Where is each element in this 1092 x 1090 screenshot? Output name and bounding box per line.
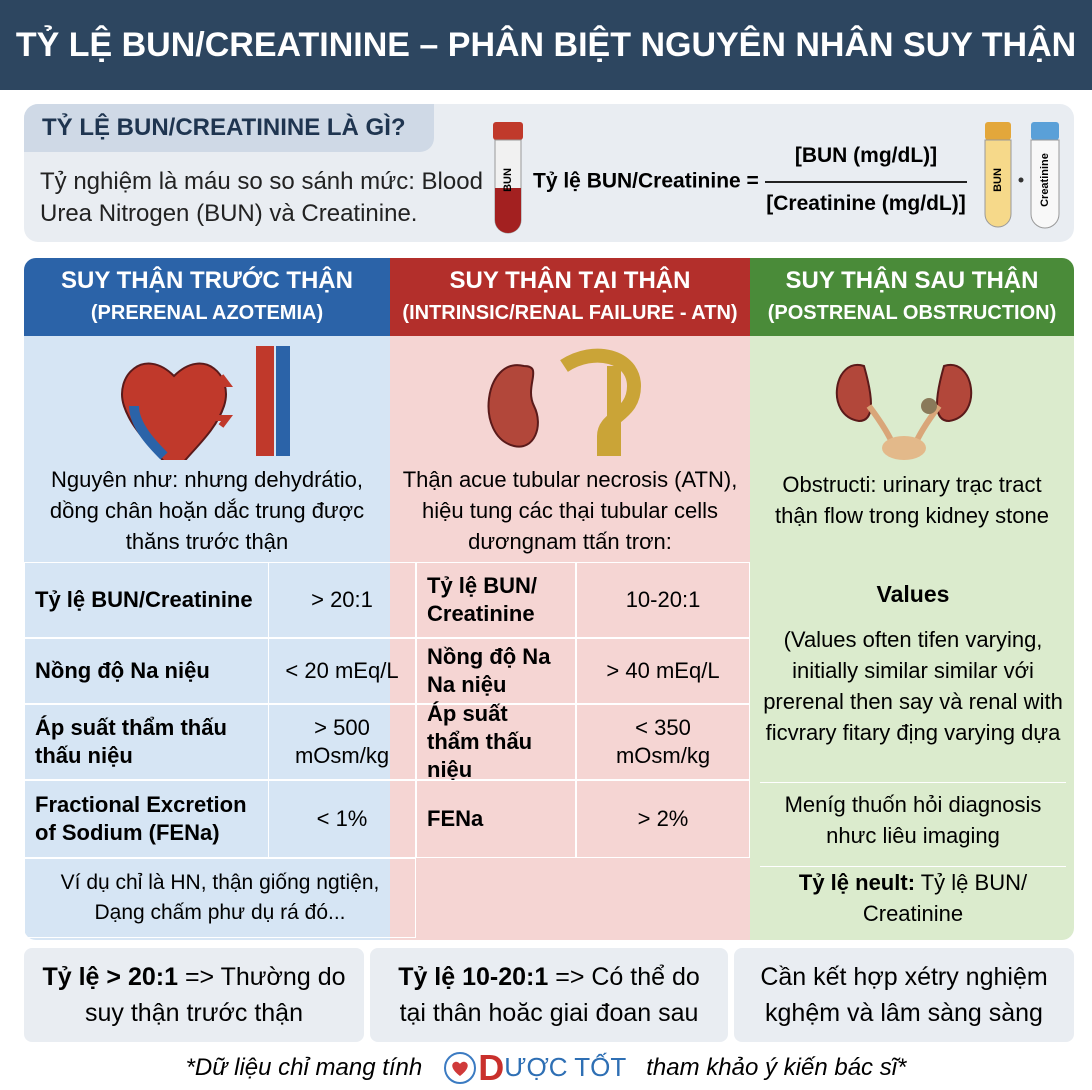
- brand-initial: D: [478, 1046, 505, 1088]
- column-bg: [750, 258, 1074, 940]
- brand-logo: [444, 1051, 477, 1084]
- column-title: SUY THẬN TRƯỚC THẬN: [61, 267, 353, 294]
- summary-text: Tỷ lệ > 20:1 => Thường do suy thận trước…: [38, 959, 350, 1031]
- note: tham khảo ý kiến bác sĩ*: [646, 1053, 907, 1081]
- row-value: > 20:1: [268, 562, 416, 638]
- result-label: Tỷ lệ neult:: [798, 870, 916, 895]
- column-subtitle: (PRERENAL AZOTEMIA): [90, 302, 324, 324]
- tube-label: BUN: [992, 168, 1004, 192]
- row-value: > 2%: [576, 780, 750, 858]
- summary-bold: Tỷ lệ 10-20:1: [398, 963, 549, 991]
- row-label: Tỷ lệ BUN/ Creatinine: [416, 562, 576, 638]
- row-label: Nồng độ Na niệu: [24, 638, 269, 704]
- column-header: [390, 258, 750, 336]
- note: *Dữ liệu chỉ mang tính: [185, 1053, 423, 1081]
- column-subtitle: (INTRINSIC/RENAL FAILURE - ATN): [402, 302, 738, 324]
- column-header: [750, 258, 1074, 336]
- result: Tỷ lệ neult: Tỷ lệ BUN/ Creatinine: [760, 866, 1066, 929]
- row-label: Áp suất thẩm thấu niệu: [416, 701, 576, 782]
- illustrations: [121, 346, 973, 460]
- column-description: Nguyên như: nhưng dehydrátio, dồng chân …: [49, 466, 365, 554]
- summary-rest: => Có thể do tại thân hoăc giai đoan sau: [399, 963, 700, 1027]
- title: TỶ LỆ BUN/CREATININE – PHÂN BIỆT NGUYÊN …: [15, 25, 1077, 64]
- numerator: [BUN (mg/dL)]: [795, 144, 937, 167]
- footer: *Dữ liệu chỉ mang tính D ƯỢC TỐT tham khả…: [0, 1045, 1092, 1090]
- summary-rest: Cần kết hợp xétry nghiệm kghệm và lâm sà…: [760, 963, 1048, 1027]
- row-label: FENa: [416, 780, 576, 858]
- column-bg: [390, 258, 750, 940]
- tube-label: BUN: [502, 168, 514, 192]
- row-value: > 500 mOsm/kg: [268, 704, 416, 780]
- summary-box: Cần kết hợp xétry nghiệm kghệm và lâm sà…: [734, 948, 1074, 1042]
- intro-heading: TỶ LỆ BUN/CREATININE LÀ GÌ?: [24, 104, 434, 152]
- tubes-formula: BUN BUN Creatinine Tỷ lệ BUN/Creatinine …: [493, 122, 1060, 234]
- values-heading: Values: [876, 580, 950, 607]
- row-value: < 20 mEq/L: [268, 638, 416, 704]
- summary-box: Tỷ lệ > 20:1 => Thường do suy thận trước…: [24, 948, 364, 1042]
- diagnosis: Meníg thuốn hỏi diagnosis nhưc liêu imag…: [760, 782, 1066, 856]
- row-value: 10-20:1: [576, 562, 750, 638]
- row-value: < 350 mOsm/kg: [576, 704, 750, 780]
- column-title: SUY THẬN SAU THẬN: [785, 267, 1039, 294]
- brand-rest: ƯỢC TỐT: [504, 1052, 627, 1082]
- summary-rest: => Thường do suy thận trước thận: [85, 963, 346, 1027]
- summary-text: Cần kết hợp xétry nghiệm kghệm và lâm sà…: [748, 959, 1060, 1031]
- column-title: SUY THẬN TẠI THẬN: [449, 267, 691, 294]
- row-label: Áp suất thẩm thấu thấu niệu: [24, 704, 269, 780]
- title-bar: TỶ LỆ BUN/CREATININE – PHÂN BIỆT NGUYÊN …: [0, 0, 1092, 90]
- row-value: < 1%: [268, 780, 416, 858]
- result-text: Tỷ lệ BUN/ Creatinine: [862, 870, 1028, 926]
- row-label: Tỷ lệ BUN/Creatinine: [24, 562, 269, 638]
- values-text: (Values often tifen varying, initially s…: [763, 627, 1063, 745]
- summary-text: Tỷ lệ 10-20:1 => Có thể do tại thân hoăc…: [384, 959, 714, 1031]
- column-subtitle: (POSTRENAL OBSTRUCTION): [767, 302, 1057, 324]
- row-value: > 40 mEq/L: [576, 638, 750, 704]
- row-label: Nồng độ Na Na niệu: [416, 638, 576, 704]
- column-description: Thận acue tubular necrosis (ATN), hiệu t…: [402, 466, 738, 554]
- summary-box: Tỷ lệ 10-20:1 => Có thể do tại thân hoăc…: [370, 948, 728, 1042]
- column-description: Obstructi: urinary trạc tract thận flow …: [775, 472, 1049, 528]
- formula-label: Tỷ lệ BUN/Creatinine =: [533, 170, 759, 193]
- column-header: [24, 258, 390, 336]
- summary-bold: Tỷ lệ > 20:1: [42, 963, 178, 991]
- tube-label: Creatinine: [1039, 153, 1051, 207]
- denominator: [Creatinine (mg/dL)]: [766, 192, 966, 215]
- intro-text: Tỷ nghiệm là máu so so sánh mức: Blood U…: [40, 168, 483, 227]
- example: Ví dụ chỉ là HN, thận giống ngtiện, Dạng…: [24, 858, 416, 938]
- row-label: Fractional Excretion of Sodium (FENa): [24, 780, 269, 858]
